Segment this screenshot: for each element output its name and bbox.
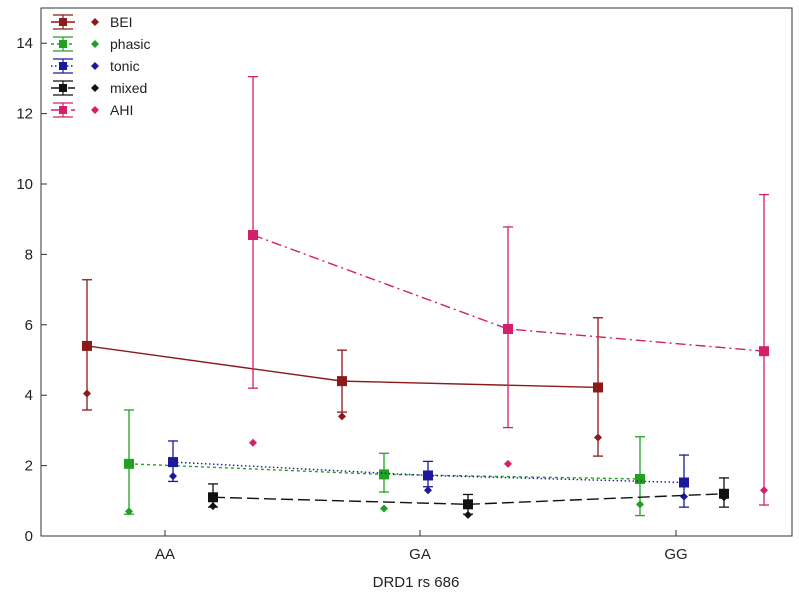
legend-median-marker <box>91 40 99 48</box>
median-marker <box>380 504 388 513</box>
mean-marker <box>423 470 433 481</box>
median-marker <box>636 500 644 509</box>
mean-marker <box>337 376 347 387</box>
median-marker <box>760 486 768 495</box>
series-bei <box>82 279 603 457</box>
x-tick-label: AA <box>155 546 175 563</box>
y-axis: 0 2 4 6 8 10 12 14 <box>16 35 47 545</box>
mean-marker <box>463 499 473 510</box>
legend-median-marker <box>91 18 99 26</box>
legend-label: tonic <box>110 58 140 74</box>
mean-marker <box>168 457 178 468</box>
median-marker <box>464 510 472 519</box>
x-axis: AA GA GG <box>155 530 688 563</box>
legend-label: AHI <box>110 102 133 118</box>
mean-marker <box>679 477 689 488</box>
y-tick-label: 6 <box>25 317 33 334</box>
legend-item-tonic: tonic <box>51 58 140 74</box>
series-line <box>252 234 765 352</box>
legend-item-mixed: mixed <box>51 80 147 96</box>
y-tick-label: 10 <box>16 176 33 193</box>
legend-mean-marker <box>59 84 67 92</box>
series-mixed <box>208 477 729 519</box>
median-marker <box>83 389 91 398</box>
median-marker <box>169 472 177 481</box>
mean-marker <box>635 473 645 484</box>
mean-marker <box>208 492 218 503</box>
legend: BEI phasic tonic mixed AHI <box>51 14 150 118</box>
plot-area-frame <box>40 7 793 537</box>
series-line <box>172 461 685 484</box>
x-tick-label: GA <box>409 546 431 563</box>
y-tick-label: 14 <box>16 35 33 52</box>
median-marker <box>680 492 688 501</box>
legend-mean-marker <box>59 62 67 70</box>
series-ahi <box>248 75 769 506</box>
mean-marker <box>503 324 513 335</box>
series-phasic <box>124 409 645 517</box>
mean-marker <box>82 340 92 351</box>
mean-marker <box>379 469 389 480</box>
x-tick-label: GG <box>664 546 687 563</box>
y-tick-label: 4 <box>25 387 33 404</box>
median-marker <box>125 507 133 516</box>
y-tick-label: 12 <box>16 106 33 123</box>
legend-mean-marker <box>59 40 67 48</box>
series-tonic <box>168 440 689 508</box>
mean-marker <box>593 382 603 393</box>
series-line <box>128 463 641 480</box>
legend-median-marker <box>91 84 99 92</box>
legend-label: BEI <box>110 14 133 30</box>
median-marker <box>338 412 346 421</box>
median-marker <box>720 493 728 502</box>
legend-label: mixed <box>110 80 147 96</box>
legend-item-bei: BEI <box>51 14 133 30</box>
legend-mean-marker <box>59 18 67 26</box>
legend-label: phasic <box>110 36 150 52</box>
median-marker <box>209 502 217 511</box>
legend-mean-marker <box>59 106 67 114</box>
y-tick-label: 0 <box>25 528 33 545</box>
legend-item-phasic: phasic <box>51 36 150 52</box>
legend-median-marker <box>91 62 99 70</box>
median-marker <box>594 433 602 442</box>
y-tick-label: 2 <box>25 458 33 475</box>
legend-item-ahi: AHI <box>51 102 133 118</box>
legend-median-marker <box>91 106 99 114</box>
mean-marker <box>124 458 134 469</box>
x-axis-title: DRD1 rs 686 <box>373 574 460 591</box>
mean-marker <box>759 346 769 357</box>
median-marker <box>424 486 432 495</box>
y-tick-label: 8 <box>25 246 33 263</box>
median-marker <box>504 459 512 468</box>
mean-marker <box>248 230 258 241</box>
median-marker <box>249 438 257 447</box>
series-layer <box>82 75 769 519</box>
